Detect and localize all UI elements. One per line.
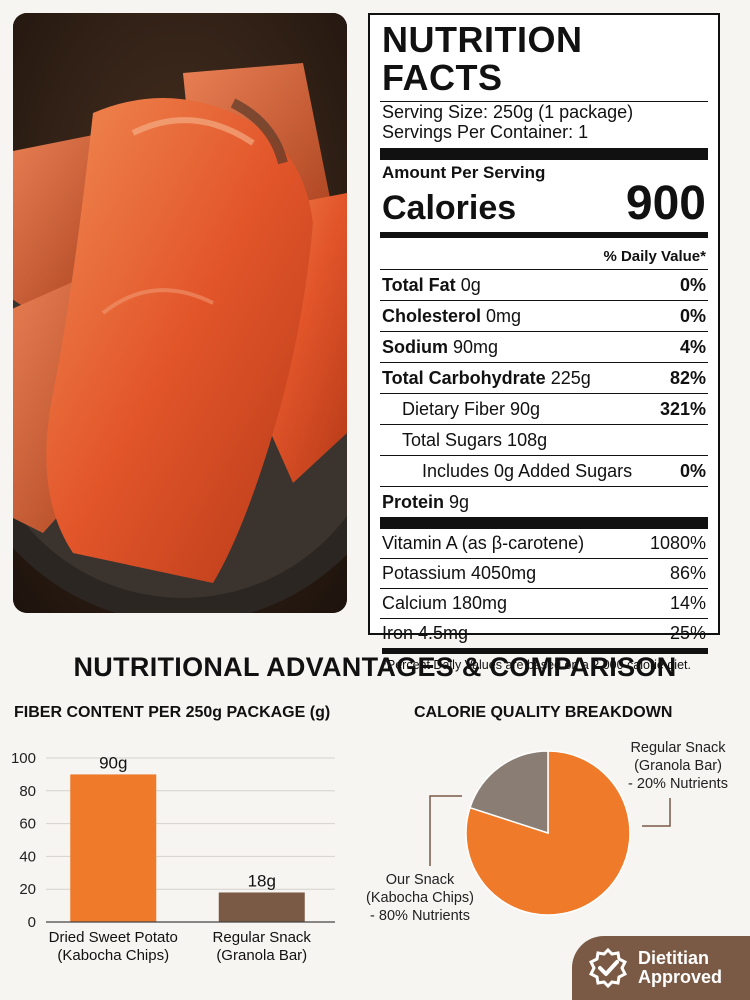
calorie-pie-chart: Regular Snack (Granola Bar) - 20% Nutrient…	[366, 740, 728, 924]
y-tick-label: 100	[11, 750, 36, 767]
servings-per-container: Servings Per Container: 1	[382, 122, 589, 142]
pie-label: (Kabocha Chips)	[366, 890, 474, 906]
divider-thick-vitamins	[380, 517, 708, 529]
daily-value-header: % Daily Value*	[603, 248, 706, 265]
pie-label: - 20% Nutrients	[628, 776, 728, 792]
nutrient-row-cholesterol: Cholesterol 0mg 0%	[380, 300, 708, 331]
vitamin-row-a: Vitamin A (as β-carotene) 1080%	[382, 533, 706, 553]
pie-label: - 80% Nutrients	[370, 908, 470, 924]
food-photo	[13, 13, 347, 613]
divider-mid	[380, 232, 708, 238]
nutrition-facts-label: NUTRITION FACTS Serving Size: 250g (1 pa…	[368, 13, 720, 672]
section-title: NUTRITIONAL ADVANTAGES & COMPARISON	[73, 652, 677, 682]
nutrient-row-total-sugars: Total Sugars 108g	[380, 424, 708, 455]
nutrition-title: NUTRITION FACTS	[382, 19, 583, 98]
leader-line	[642, 798, 671, 827]
x-tick-label: Dried Sweet Potato	[49, 929, 178, 946]
y-tick-label: 0	[28, 914, 36, 931]
leader-line	[429, 795, 462, 866]
badge-line1: Dietitian	[638, 948, 710, 968]
calories-value: 900	[625, 177, 706, 230]
vitamin-row-potassium: Potassium 4050mg 86%	[380, 558, 708, 588]
nutrient-row-total-carbohydrate: Total Carbohydrate 225g 82%	[380, 362, 708, 393]
check-badge-icon	[588, 948, 628, 988]
vitamin-row-calcium: Calcium 180mg 14%	[380, 588, 708, 618]
footnote: *Percent Daily Values are based on a 2,0…	[382, 648, 708, 672]
pie-label: (Granola Bar)	[634, 758, 722, 774]
serving-size: Serving Size: 250g (1 package)	[382, 102, 634, 122]
y-tick-label: 80	[19, 783, 36, 800]
calories-label: Calories	[382, 189, 517, 227]
pie-slice	[469, 750, 549, 835]
pie-label: Regular Snack	[630, 740, 726, 756]
divider-thick	[380, 148, 708, 160]
bar	[218, 892, 305, 922]
x-tick-label: Regular Snack	[213, 929, 312, 946]
pie-chart-title: CALORIE QUALITY BREAKDOWN	[414, 704, 673, 721]
bar	[70, 774, 157, 922]
bar-chart-title: FIBER CONTENT PER 250g PACKAGE (g)	[14, 704, 331, 721]
nutrient-row-added-sugars: Includes 0g Added Sugars 0%	[380, 455, 708, 486]
x-tick-label: (Kabocha Chips)	[57, 947, 169, 964]
vitamin-row-iron: Iron 4.5mg 25%	[380, 618, 708, 648]
x-tick-label: (Granola Bar)	[216, 947, 307, 964]
pie-label: Our Snack	[386, 872, 455, 888]
bar-data-label: 18g	[248, 871, 276, 890]
amount-per-serving: Amount Per Serving	[382, 163, 546, 182]
fiber-bar-chart: 0 20 40 60 80 100 90g Dried Sweet Potato(Kaboch…	[11, 750, 335, 964]
y-tick-label: 20	[19, 881, 36, 898]
y-tick-label: 60	[19, 816, 36, 833]
badge-line2: Approved	[638, 967, 723, 987]
dietitian-approved-badge: Dietitian Approved	[572, 936, 750, 1000]
nutrient-row-sodium: Sodium 90mg 4%	[380, 331, 708, 362]
bar-data-label: 90g	[99, 753, 127, 772]
nutrient-row-total-fat: Total Fat 0g 0%	[380, 269, 708, 300]
y-tick-label: 40	[19, 848, 36, 865]
calories-row: Calories 900	[382, 177, 706, 230]
nutrient-row-protein: Protein 9g	[380, 486, 708, 517]
nutrient-row-dietary-fiber: Dietary Fiber 90g 321%	[380, 393, 708, 424]
